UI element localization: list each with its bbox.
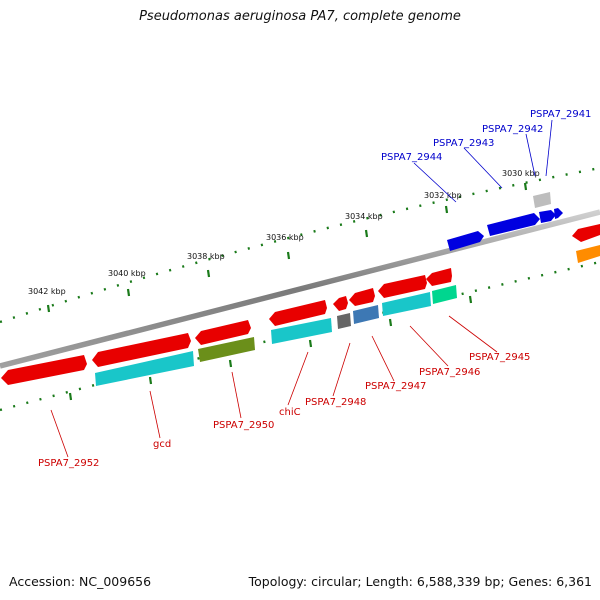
- gene-arrow-red[interactable]: [195, 320, 251, 345]
- bottom-gene-labels: PSPA7_2945 PSPA7_2946 PSPA7_2947 PSPA7_2…: [38, 352, 530, 469]
- gene-arrow-blue[interactable]: [447, 231, 484, 251]
- gene-arrow-red[interactable]: [1, 355, 87, 385]
- gene-arrow-red[interactable]: [349, 288, 375, 306]
- gene-label[interactable]: PSPA7_2947: [365, 381, 426, 392]
- gene-label[interactable]: PSPA7_2946: [419, 367, 480, 378]
- gene-arrow-red[interactable]: [92, 333, 191, 367]
- gene-label[interactable]: PSPA7_2941: [530, 109, 591, 120]
- ruler-label: 3042 kbp: [28, 287, 66, 296]
- gene-arrow-red[interactable]: [378, 275, 427, 298]
- gene-label[interactable]: PSPA7_2943: [433, 138, 494, 149]
- ruler-label: 3040 kbp: [108, 269, 146, 278]
- gene-spring[interactable]: [432, 285, 457, 304]
- gene-gray[interactable]: [533, 192, 551, 208]
- gene-arrow-red[interactable]: [572, 224, 600, 242]
- ruler-label: 3030 kbp: [502, 169, 540, 178]
- genome-title: Pseudomonas aeruginosa PA7, complete gen…: [139, 9, 461, 24]
- inner-major-ticks: [68, 295, 473, 401]
- gene-label[interactable]: PSPA7_2948: [305, 397, 366, 408]
- accession-text: Accession: NC_009656: [9, 574, 152, 589]
- gene-label[interactable]: PSPA7_2952: [38, 458, 99, 469]
- gene-label[interactable]: PSPA7_2942: [482, 124, 543, 135]
- gene-arrow-blue[interactable]: [487, 213, 540, 236]
- gene-arrow-red[interactable]: [333, 296, 348, 311]
- outer-ruler-arc: [0, 166, 600, 324]
- gene-label[interactable]: PSPA7_2945: [469, 352, 530, 363]
- inner-ruler-arc: [0, 260, 600, 412]
- ruler-labels: 3030 kbp 3032 kbp 3034 kbp 3036 kbp 3038…: [28, 169, 540, 296]
- gene-arrow-blue[interactable]: [539, 210, 556, 223]
- gene-cyan[interactable]: [95, 351, 194, 386]
- top-gene-labels: PSPA7_2941 PSPA7_2942 PSPA7_2943 PSPA7_2…: [381, 109, 591, 163]
- topology-text: Topology: circular; Length: 6,588,339 bp…: [248, 574, 592, 589]
- gene-gray-small[interactable]: [337, 313, 351, 329]
- gene-arrow-blue[interactable]: [554, 208, 563, 219]
- gene-arrow-red[interactable]: [426, 268, 452, 286]
- ruler-label: 3034 kbp: [345, 212, 383, 221]
- gene-cyan[interactable]: [271, 318, 332, 344]
- gene-cyan[interactable]: [382, 292, 431, 316]
- reverse-genes: [1, 268, 457, 386]
- genome-backbone: [0, 209, 600, 369]
- gene-arrow-red[interactable]: [269, 300, 327, 326]
- ruler-label: 3032 kbp: [424, 191, 462, 200]
- gene-orange[interactable]: [576, 245, 600, 263]
- gene-olive[interactable]: [198, 337, 255, 362]
- top-leader-lines: [413, 119, 553, 203]
- ruler-label: 3038 kbp: [187, 252, 225, 261]
- gene-label[interactable]: PSPA7_2950: [213, 420, 274, 431]
- ruler-label: 3036 kbp: [266, 233, 304, 242]
- forward-genes: [447, 192, 600, 263]
- gene-label[interactable]: PSPA7_2944: [381, 152, 442, 163]
- gene-label[interactable]: gcd: [153, 439, 171, 450]
- outer-major-ticks: [46, 182, 528, 313]
- gene-label[interactable]: chiC: [279, 407, 301, 418]
- gene-steel[interactable]: [353, 305, 379, 324]
- bottom-leader-lines: [50, 315, 498, 458]
